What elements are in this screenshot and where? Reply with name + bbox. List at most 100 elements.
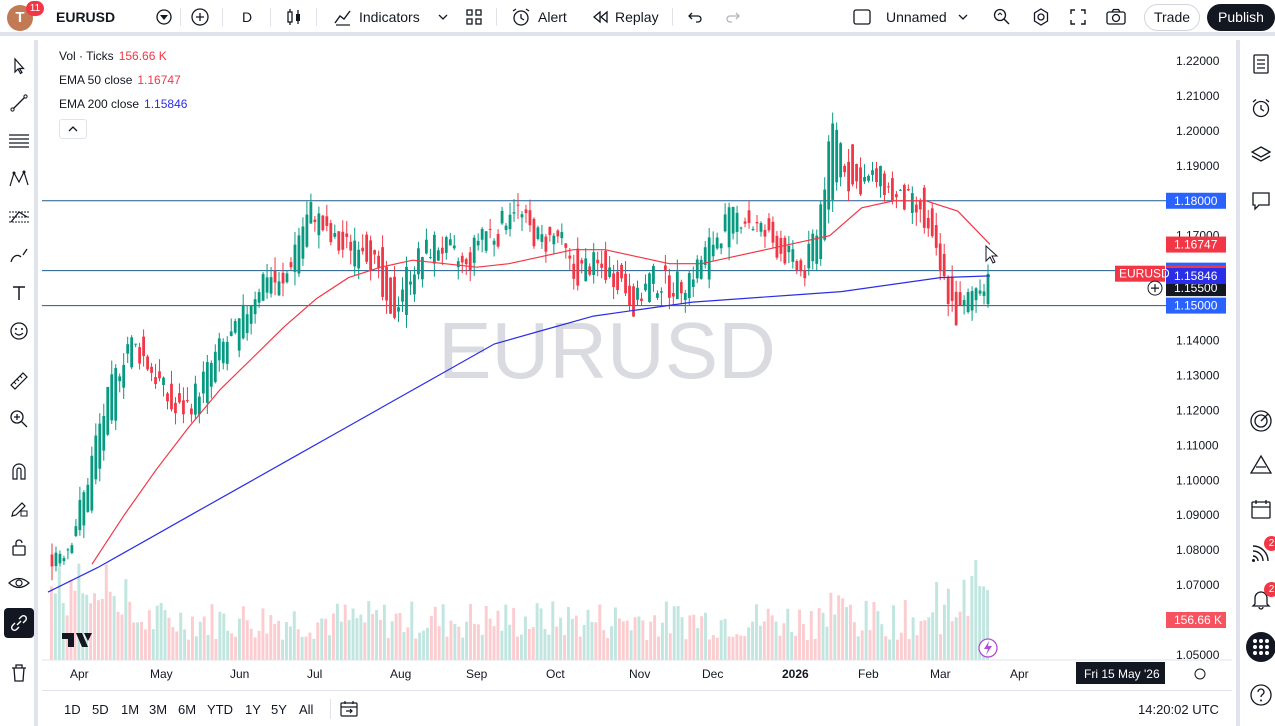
volume-bar: [492, 626, 496, 660]
text-tool[interactable]: [4, 278, 34, 308]
symbol-tag: EURUSD: [1119, 267, 1170, 281]
notifications-button[interactable]: [1246, 584, 1275, 614]
apps-menu-button[interactable]: [1246, 632, 1275, 662]
sync-drawings-tool[interactable]: [4, 608, 34, 638]
replay-button[interactable]: Replay: [591, 0, 659, 34]
fullscreen-icon[interactable]: [1069, 0, 1087, 34]
volume-bar: [100, 598, 104, 660]
range-5y[interactable]: 5Y: [271, 702, 287, 717]
brush-tool[interactable]: [4, 240, 34, 270]
volume-legend-label: Vol · Ticks: [59, 49, 114, 63]
publish-button[interactable]: Publish: [1207, 4, 1275, 31]
volume-bar: [888, 639, 892, 660]
price-chart-canvas[interactable]: EURUSD 1.22000 1.21000 1.20000 1.19000 1.1800…: [42, 40, 1232, 688]
candle-body: [906, 189, 910, 191]
measure-tool[interactable]: [4, 366, 34, 396]
chart-pane[interactable]: EURUSD 1.22000 1.21000 1.20000 1.19000 1.1800…: [42, 40, 1232, 688]
volume-bar: [81, 593, 85, 660]
camera-icon[interactable]: [1105, 0, 1127, 34]
candle-body: [572, 263, 576, 279]
stay-drawing-tool[interactable]: [4, 494, 34, 524]
compare-plus-icon[interactable]: [190, 0, 210, 34]
lock-drawings-tool[interactable]: [4, 532, 34, 562]
trade-button[interactable]: Trade: [1144, 4, 1200, 31]
interval-button[interactable]: D: [242, 0, 252, 34]
layout-dropdown-icon[interactable]: [957, 0, 969, 34]
templates-grid-icon[interactable]: [464, 0, 484, 34]
zoom-tool[interactable]: [4, 404, 34, 434]
price-tag-ema50-bg: [1166, 236, 1226, 253]
candle-body: [592, 252, 596, 275]
target-icon: [1250, 410, 1272, 432]
ideas-stream-button[interactable]: [1246, 450, 1275, 480]
cursor-tool[interactable]: [4, 51, 34, 81]
emoji-tool[interactable]: [4, 316, 34, 346]
ema50-legend[interactable]: EMA 50 close 1.16747: [59, 73, 181, 87]
candle-body: [803, 270, 807, 279]
range-ytd[interactable]: YTD: [207, 702, 233, 717]
fib-tool[interactable]: [4, 126, 34, 156]
range-1d[interactable]: 1D: [64, 702, 81, 717]
candles-icon[interactable]: [284, 0, 304, 34]
magnet-tool[interactable]: [4, 456, 34, 486]
candle-body: [166, 393, 169, 402]
candle-body: [476, 240, 480, 246]
symbol-menu-icon[interactable]: [155, 0, 173, 34]
indicators-dropdown-icon[interactable]: [437, 0, 449, 34]
range-3m[interactable]: 3M: [149, 702, 168, 717]
candle-body: [628, 285, 631, 306]
alert-button[interactable]: Alert: [510, 0, 567, 34]
layout-button[interactable]: Unnamed: [852, 0, 947, 34]
news-feed-button[interactable]: [1246, 538, 1275, 568]
redo-icon[interactable]: [724, 0, 742, 34]
volume-bar: [175, 631, 179, 660]
undo-icon[interactable]: [686, 0, 704, 34]
range-1y[interactable]: 1Y: [245, 702, 261, 717]
remove-drawings-tool[interactable]: [4, 658, 34, 688]
utc-clock[interactable]: 14:20:02 UTC: [1138, 702, 1219, 717]
quick-search-icon[interactable]: [992, 0, 1012, 34]
bottom-toolbar: 1D 5D 1M 3M 6M YTD 1Y 5Y All 14:20:02 UT…: [42, 690, 1232, 726]
alerts-panel-button[interactable]: [1246, 93, 1275, 123]
candle-body: [197, 396, 201, 415]
price-tag-crosshair-bg: [1166, 280, 1226, 297]
chat-button[interactable]: [1246, 186, 1275, 216]
pine-editor-button[interactable]: [1246, 406, 1275, 436]
trend-line-tool[interactable]: [4, 88, 34, 118]
pattern-tool[interactable]: [4, 164, 34, 194]
range-1m[interactable]: 1M: [121, 702, 140, 717]
range-5d[interactable]: 5D: [92, 702, 109, 717]
volume-bar: [226, 630, 230, 660]
candle-body: [269, 277, 273, 294]
volume-legend[interactable]: Vol · Ticks 156.66 K: [59, 49, 167, 63]
range-6m[interactable]: 6M: [178, 702, 197, 717]
volume-bar: [104, 564, 108, 660]
time-axis-label: Apr: [1010, 667, 1029, 681]
watchlist-button[interactable]: [1246, 49, 1275, 79]
volume-bar: [488, 618, 492, 660]
indicators-button[interactable]: Indicators: [333, 0, 420, 34]
candle-body: [811, 233, 815, 262]
candle-body: [632, 286, 635, 317]
collapse-legend-button[interactable]: [59, 119, 87, 139]
symbol-search-button[interactable]: EURUSD: [56, 0, 115, 34]
candle-body: [751, 229, 755, 231]
alarm-clock-icon: [512, 8, 530, 26]
volume-bar: [57, 567, 61, 660]
help-button[interactable]: [1246, 680, 1275, 710]
candle-body: [556, 230, 560, 237]
goto-date-button[interactable]: [339, 699, 359, 722]
range-all[interactable]: All: [299, 702, 314, 717]
settings-gear-icon[interactable]: [1031, 0, 1051, 34]
calendar-button[interactable]: [1246, 494, 1275, 524]
forecast-tool[interactable]: [4, 202, 34, 232]
volume-bar: [633, 617, 637, 660]
candle-body: [468, 252, 472, 271]
candle-body: [369, 240, 373, 271]
ema200-legend[interactable]: EMA 200 close 1.15846: [59, 97, 187, 111]
object-tree-button[interactable]: [1246, 140, 1275, 170]
candle-body: [70, 545, 74, 553]
hide-drawings-tool[interactable]: [4, 568, 34, 598]
volume-bar: [355, 618, 359, 660]
candle-body: [401, 289, 404, 302]
